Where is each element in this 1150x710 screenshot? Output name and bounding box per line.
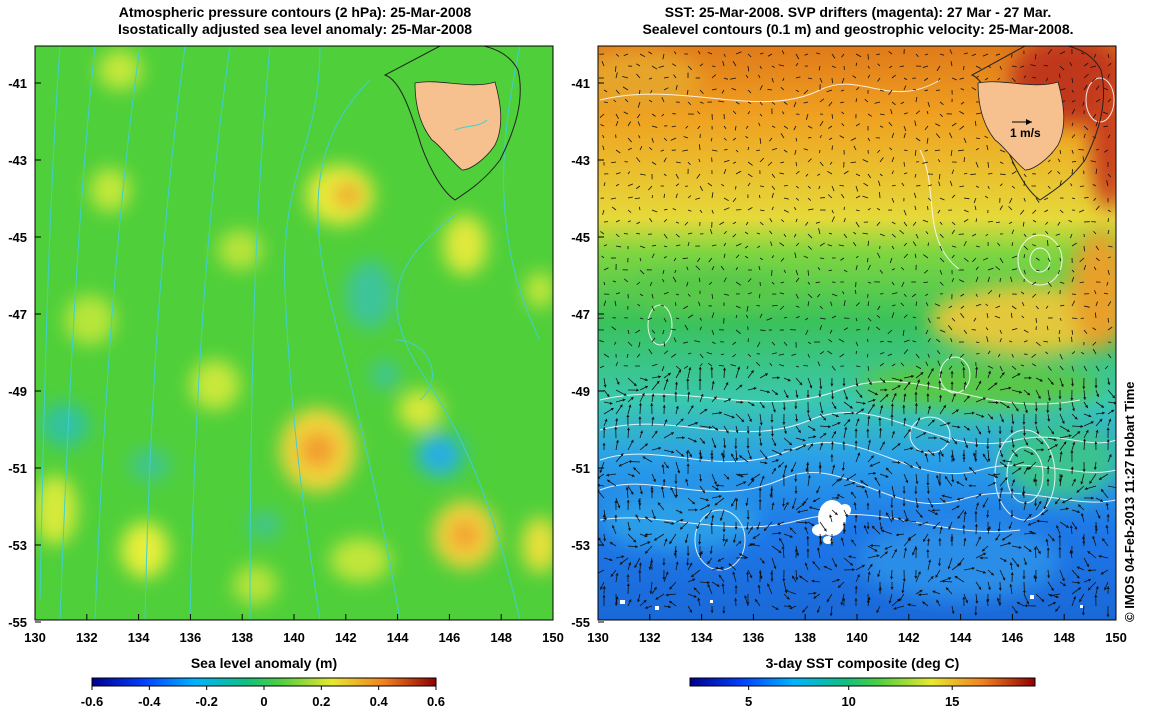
pressure-contours (39, 46, 541, 620)
sst-features (598, 46, 1116, 600)
lon-tick-label: 146 (439, 630, 461, 645)
lat-tick-label: -55 (571, 615, 590, 630)
sealevel-contours (599, 77, 1116, 571)
velocity-scale-arrow (1012, 119, 1032, 125)
cloud-mask (620, 500, 1083, 610)
lat-tick-label: -53 (8, 538, 27, 553)
left-colorbar: -0.6 -0.4 -0.2 0 0.2 0.4 0.6 (0, 672, 575, 710)
lat-tick-label: -41 (8, 76, 27, 91)
lat-tick-label: -53 (571, 538, 590, 553)
sst-map: 1 m/s -41 -43 -45 -47 -49 -51 -53 -55 130 132 134 1… (560, 40, 1135, 655)
lat-tick-label: -49 (571, 384, 590, 399)
right-colorbar-title: 3-day SST composite (deg C) (765, 655, 960, 671)
lon-tick-label: 130 (24, 630, 46, 645)
left-title-line1: Atmospheric pressure contours (2 hPa): 2… (118, 4, 472, 20)
lon-tick-label: 134 (691, 630, 713, 645)
lon-tick-label: 144 (387, 630, 409, 645)
tasmania-land (383, 46, 521, 201)
sla-anomaly-blobs (35, 50, 553, 605)
lat-tick-label: -51 (571, 461, 590, 476)
velocity-scale-label: 1 m/s (1010, 126, 1041, 140)
colorbar-tick-label: 5 (745, 694, 752, 709)
lon-tick-label: 132 (76, 630, 98, 645)
lat-tick-label: -55 (8, 615, 27, 630)
colorbar-tick-label: 0 (260, 694, 267, 709)
lon-tick-label: 138 (794, 630, 816, 645)
lon-tick-label: 146 (1002, 630, 1024, 645)
lon-tick-label: 148 (1053, 630, 1075, 645)
colorbar-tick-label: -0.2 (195, 694, 217, 709)
colorbar-tick-label: -0.4 (138, 694, 161, 709)
colorbar-tick-label: 0.6 (427, 694, 445, 709)
sea-level-anomaly-map: -41 -43 -45 -47 -49 -51 -53 -55 130 132 134 136 138 1… (0, 40, 575, 655)
lon-tick-label: 138 (231, 630, 253, 645)
colorbar-tick-label: -0.6 (81, 694, 103, 709)
lon-tick-label: 136 (180, 630, 202, 645)
lon-tick-label: 140 (846, 630, 868, 645)
lon-tick-label: 132 (639, 630, 661, 645)
lon-tick-label: 142 (335, 630, 357, 645)
lat-tick-label: -43 (571, 153, 590, 168)
right-title: SST: 25-Mar-2008. SVP drifters (magenta)… (598, 4, 1118, 38)
lon-tick-label: 148 (490, 630, 512, 645)
right-colorbar: 5 10 15 (560, 672, 1135, 710)
lat-tick-label: -45 (8, 230, 27, 245)
lon-tick-label: 130 (587, 630, 609, 645)
lat-tick-label: -47 (571, 307, 590, 322)
lon-tick-label: 140 (283, 630, 305, 645)
left-colorbar-title: Sea level anomaly (m) (190, 655, 338, 671)
lon-tick-label: 134 (128, 630, 150, 645)
left-title-line2: Isostatically adjusted sea level anomaly… (117, 21, 473, 37)
colorbar-tick-label: 0.2 (312, 694, 330, 709)
colorbar-tick-label: 0.4 (370, 694, 389, 709)
tasmania-land-sst (970, 46, 1104, 201)
credit-text: © IMOS 04-Feb-2013 11:27 Hobart Time (1122, 381, 1137, 622)
left-title: Atmospheric pressure contours (2 hPa): 2… (35, 4, 555, 38)
lat-tick-label: -45 (571, 230, 590, 245)
lat-tick-label: -43 (8, 153, 27, 168)
right-title-line1: SST: 25-Mar-2008. SVP drifters (magenta)… (664, 4, 1052, 20)
lon-tick-label: 142 (898, 630, 920, 645)
lon-tick-label: 150 (1105, 630, 1127, 645)
lon-tick-label: 150 (542, 630, 564, 645)
lat-tick-label: -51 (8, 461, 27, 476)
colorbar-tick-label: 15 (945, 694, 959, 709)
lat-tick-label: -41 (571, 76, 590, 91)
lon-tick-label: 144 (950, 630, 972, 645)
lon-tick-label: 136 (743, 630, 765, 645)
lat-tick-label: -49 (8, 384, 27, 399)
colorbar-tick-label: 10 (841, 694, 855, 709)
lat-tick-label: -47 (8, 307, 27, 322)
right-title-line2: Sealevel contours (0.1 m) and geostrophi… (642, 21, 1074, 37)
